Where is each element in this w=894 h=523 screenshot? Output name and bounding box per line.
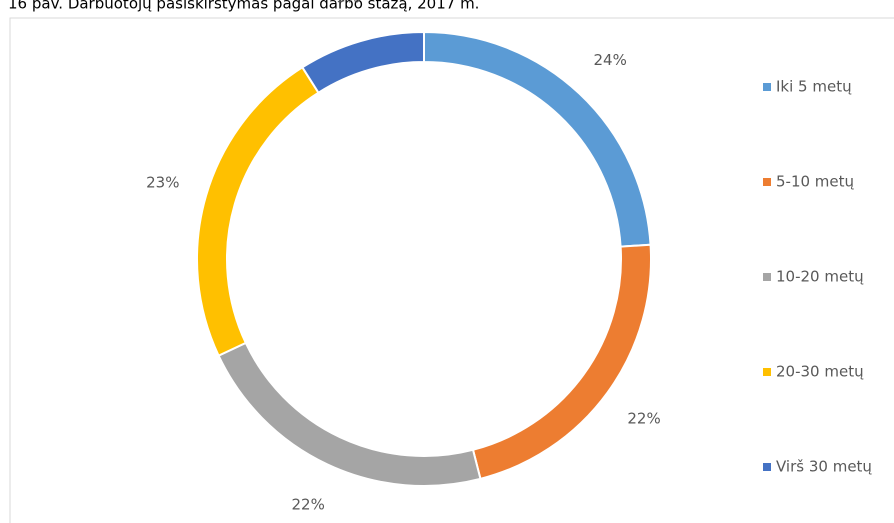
chart-frame [9,17,894,523]
data-label: 9% [336,0,360,6]
data-label: 23% [146,174,179,192]
legend-label: 5-10 metų [776,173,855,191]
legend-swatch [763,463,771,471]
data-label: 22% [292,496,325,514]
data-label: 24% [594,51,627,69]
chart-title: 16 pav. Darbuotojų pasiskirstymas pagal … [8,0,479,13]
data-label: 22% [627,409,660,427]
legend-swatch [763,178,771,186]
legend-label: Virš 30 metų [776,458,872,476]
legend-label: 10-20 metų [776,268,864,286]
legend-label: Iki 5 metų [776,78,852,96]
legend-label: 20-30 metų [776,363,864,381]
legend-swatch [763,368,771,376]
legend-swatch [763,83,771,91]
legend-swatch [763,273,771,281]
donut-segment [300,30,425,95]
